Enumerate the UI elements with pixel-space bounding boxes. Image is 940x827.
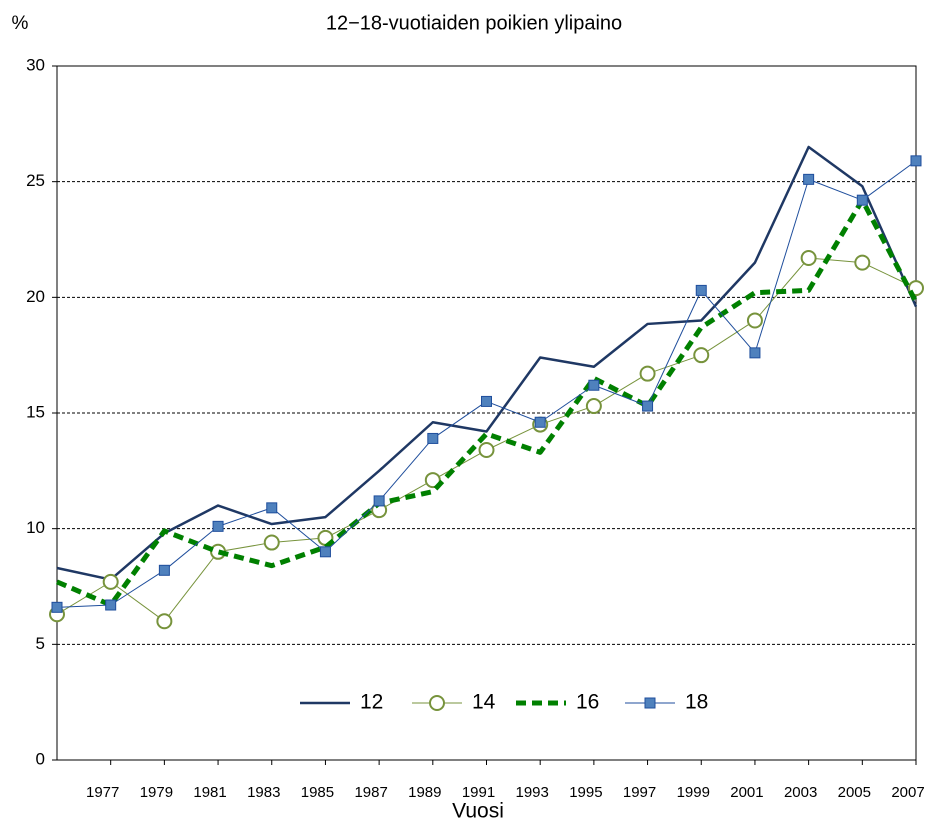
marker bbox=[212, 520, 224, 532]
marker bbox=[639, 365, 656, 382]
series-line bbox=[56, 160, 917, 608]
x-tick-label: 2005 bbox=[838, 784, 871, 801]
series-line bbox=[56, 145, 918, 581]
x-tick-label: 1989 bbox=[408, 784, 441, 801]
y-tick-label: 0 bbox=[36, 749, 45, 768]
y-axis-label: % bbox=[12, 13, 29, 34]
legend-label: 12 bbox=[360, 691, 383, 714]
legend-marker bbox=[644, 697, 656, 709]
marker bbox=[158, 564, 170, 576]
marker bbox=[588, 379, 600, 391]
x-tick-label: 1995 bbox=[569, 784, 602, 801]
marker bbox=[156, 613, 173, 630]
marker bbox=[854, 254, 871, 271]
x-tick-label: 2001 bbox=[730, 784, 763, 801]
legend-marker bbox=[429, 695, 445, 711]
marker bbox=[481, 395, 492, 407]
x-tick-label: 2003 bbox=[784, 784, 817, 801]
series-line bbox=[56, 257, 917, 622]
x-tick-label: 1979 bbox=[140, 784, 173, 801]
y-tick-label: 5 bbox=[36, 634, 45, 653]
x-tick-label: 1997 bbox=[623, 784, 656, 801]
legend-label: 18 bbox=[685, 691, 708, 714]
x-tick-label: 1991 bbox=[462, 784, 495, 801]
x-tick-label: 1987 bbox=[354, 784, 387, 801]
marker bbox=[266, 502, 278, 514]
x-tick-label: 1977 bbox=[86, 784, 119, 801]
x-tick-label: 1993 bbox=[516, 784, 549, 801]
legend-label: 16 bbox=[576, 691, 599, 714]
marker bbox=[478, 442, 495, 459]
x-tick-label: 1985 bbox=[301, 784, 334, 801]
y-tick-label: 30 bbox=[26, 55, 45, 74]
marker bbox=[749, 347, 761, 359]
marker bbox=[51, 601, 63, 613]
x-tick-label: 2007 bbox=[891, 784, 924, 801]
marker bbox=[319, 546, 331, 558]
marker bbox=[800, 250, 817, 267]
chart-title: 12−18-vuotiaiden poikien ylipaino bbox=[326, 12, 622, 34]
y-tick-label: 20 bbox=[26, 287, 45, 306]
x-axis-label: Vuosi bbox=[452, 800, 504, 823]
legend-label: 14 bbox=[472, 691, 496, 714]
marker bbox=[746, 312, 763, 329]
marker bbox=[102, 573, 119, 590]
marker bbox=[534, 416, 546, 428]
y-tick-label: 25 bbox=[26, 171, 45, 190]
x-tick-label: 1983 bbox=[247, 784, 280, 801]
marker bbox=[856, 194, 868, 206]
marker bbox=[373, 495, 385, 507]
marker bbox=[427, 432, 439, 444]
marker bbox=[642, 400, 654, 412]
x-tick-label: 1999 bbox=[677, 784, 710, 801]
marker bbox=[585, 398, 602, 415]
marker bbox=[803, 173, 815, 185]
marker bbox=[910, 155, 922, 167]
y-tick-label: 15 bbox=[26, 402, 45, 421]
marker bbox=[424, 472, 441, 489]
marker bbox=[263, 534, 280, 551]
marker bbox=[693, 347, 710, 364]
y-tick-label: 10 bbox=[26, 518, 45, 537]
marker bbox=[105, 599, 117, 611]
marker bbox=[695, 284, 707, 296]
x-tick-label: 1981 bbox=[193, 784, 226, 801]
